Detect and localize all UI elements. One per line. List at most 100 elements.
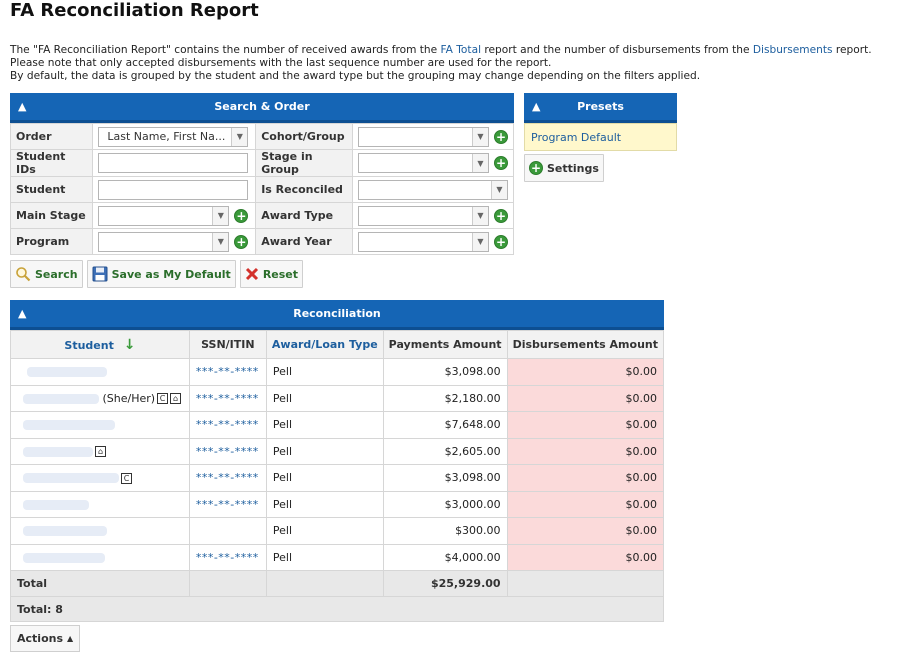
order-label: Order — [9, 123, 94, 150]
fa-total-link[interactable]: FA Total — [440, 44, 482, 56]
chevron-up-icon[interactable]: ▲ — [532, 100, 541, 113]
disbursements-cell: $0.00 — [506, 358, 665, 386]
dropdown-arrow-icon: ▼ — [472, 206, 488, 225]
settings-button[interactable]: + Settings — [524, 154, 604, 182]
add-main-stage-plus-icon[interactable]: + — [234, 208, 249, 223]
disbursements-cell: $0.00 — [506, 437, 665, 465]
magnifier-icon — [15, 266, 31, 282]
award-year-label: Award Year — [255, 228, 353, 255]
payments-cell: $3,098.00 — [382, 464, 508, 492]
ssn-cell: ***-**-**** — [188, 437, 267, 465]
table-row: (She/Her) C ⌂ ***-**-**** Pell $2,180.00 $… — [10, 384, 665, 412]
dropdown-arrow-icon: ▼ — [212, 232, 229, 251]
student-cell[interactable]: ⌂ — [10, 437, 190, 465]
plus-circle-icon: + — [529, 161, 543, 175]
add-cohort-plus-icon[interactable]: + — [494, 129, 508, 144]
student-cell[interactable] — [10, 517, 190, 545]
reconciliation-table: Student ↓ SSN/ITIN Award/Loan Type Payme… — [10, 330, 665, 622]
award-type-select[interactable]: ▼ — [358, 205, 489, 226]
total-label: Total — [10, 570, 190, 597]
award-cell: Pell — [265, 358, 384, 386]
program-select[interactable]: ▼ — [98, 231, 230, 252]
add-award-type-plus-icon[interactable]: + — [494, 208, 508, 223]
is-reconciled-select[interactable]: ▼ — [358, 179, 508, 200]
dropdown-arrow-icon: ▼ — [472, 232, 488, 251]
dropdown-arrow-icon: ▼ — [491, 180, 507, 199]
award-cell: Pell — [265, 517, 384, 545]
preset-item-program-default[interactable]: Program Default — [524, 123, 677, 151]
stage-in-group-label: Stage in Group — [255, 149, 353, 177]
disbursements-cell: $0.00 — [506, 384, 665, 412]
column-header-disbursements[interactable]: Disbursements Amount — [506, 330, 665, 359]
total-count: Total: 8 — [10, 596, 664, 622]
table-row: ***-**-**** Pell $3,000.00 $0.00 — [10, 490, 665, 518]
table-row: ***-**-**** Pell $7,648.00 $0.00 — [10, 411, 665, 439]
student-cell[interactable] — [10, 411, 190, 439]
dropdown-arrow-icon: ▼ — [212, 206, 229, 225]
student-ids-input[interactable] — [98, 153, 249, 173]
main-stage-select[interactable]: ▼ — [98, 205, 230, 226]
column-header-award-type[interactable]: Award/Loan Type — [265, 330, 384, 359]
table-row: ⌂ ***-**-**** Pell $2,605.00 $0.00 — [10, 437, 665, 465]
stage-in-group-select[interactable]: ▼ — [358, 153, 489, 173]
table-row: Pell $300.00 $0.00 — [10, 517, 665, 545]
order-select[interactable]: Last Name, First Na... ▼ — [98, 126, 249, 147]
ssn-cell: ***-**-**** — [188, 490, 267, 518]
actions-button[interactable]: Actions ▲ — [10, 625, 81, 652]
student-cell[interactable]: C — [10, 464, 190, 492]
award-cell: Pell — [265, 464, 384, 492]
is-reconciled-label: Is Reconciled — [255, 176, 353, 203]
ssn-cell — [188, 517, 267, 545]
red-x-icon — [245, 267, 259, 281]
disbursements-link[interactable]: Disbursements — [752, 44, 833, 56]
search-order-header[interactable]: ▲ Search & Order — [10, 93, 514, 123]
chevron-up-icon[interactable]: ▲ — [18, 100, 27, 113]
reconciliation-header[interactable]: ▲ Reconciliation — [10, 300, 664, 330]
pronoun-badge-icon: C — [121, 472, 132, 484]
student-cell[interactable] — [10, 490, 190, 518]
presets-panel: ▲ Presets Program Default + Settings — [524, 93, 677, 182]
payments-cell: $7,648.00 — [382, 411, 508, 439]
house-icon: ⌂ — [95, 446, 106, 458]
reconciliation-panel: ▲ Reconciliation Student ↓ SSN/ITIN Awar… — [10, 300, 665, 622]
dropdown-arrow-icon: ▼ — [472, 154, 488, 172]
student-cell[interactable] — [10, 358, 190, 386]
column-header-ssn[interactable]: SSN/ITIN — [188, 330, 267, 359]
total-payments: $25,929.00 — [382, 570, 508, 597]
disbursements-cell: $0.00 — [506, 464, 665, 492]
program-label: Program — [9, 228, 94, 255]
column-header-payments[interactable]: Payments Amount — [382, 330, 508, 359]
award-cell: Pell — [265, 437, 384, 465]
payments-cell: $2,180.00 — [382, 384, 508, 412]
ssn-cell: ***-**-**** — [188, 464, 267, 492]
cohort-group-select[interactable]: ▼ — [358, 126, 489, 147]
save-as-default-button[interactable]: Save as My Default — [86, 260, 236, 288]
award-cell: Pell — [265, 490, 384, 518]
total-row: Total $25,929.00 — [10, 570, 665, 597]
add-program-plus-icon[interactable]: + — [234, 234, 249, 249]
house-icon: ⌂ — [170, 393, 182, 405]
search-button[interactable]: Search — [10, 260, 83, 288]
student-cell[interactable] — [10, 543, 190, 571]
total-count-row: Total: 8 — [10, 596, 664, 622]
disbursements-cell: $0.00 — [506, 543, 665, 571]
payments-cell: $2,605.00 — [382, 437, 508, 465]
presets-header[interactable]: ▲ Presets — [524, 93, 677, 123]
student-cell[interactable]: (She/Her) C ⌂ — [10, 384, 190, 412]
add-stage-plus-icon[interactable]: + — [494, 156, 508, 170]
column-header-student[interactable]: Student ↓ — [10, 330, 190, 359]
chevron-up-icon[interactable]: ▲ — [18, 307, 27, 320]
pronoun-badge-icon: C — [157, 393, 169, 405]
main-stage-label: Main Stage — [9, 202, 94, 229]
award-year-select[interactable]: ▼ — [358, 231, 489, 252]
search-order-panel: ▲ Search & Order Order Last Name, First … — [9, 93, 514, 288]
student-input[interactable] — [98, 179, 249, 200]
add-award-year-plus-icon[interactable]: + — [494, 234, 508, 249]
ssn-cell: ***-**-**** — [188, 543, 267, 571]
ssn-cell: ***-**-**** — [188, 411, 267, 439]
report-description: The "FA Reconciliation Report" contains … — [10, 44, 872, 82]
table-row: ***-**-**** Pell $4,000.00 $0.00 — [10, 543, 665, 571]
reset-button[interactable]: Reset — [239, 260, 304, 288]
disbursements-cell: $0.00 — [506, 490, 665, 518]
table-row: ***-**-**** Pell $3,098.00 $0.00 — [10, 358, 665, 386]
